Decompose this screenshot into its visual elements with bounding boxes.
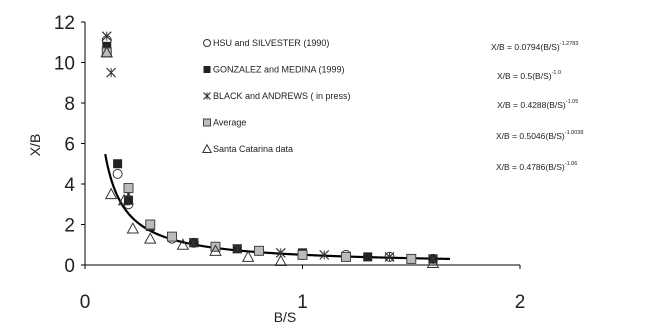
- x-tick-label: 0: [80, 292, 91, 313]
- data-point: [104, 187, 118, 200]
- fit-line: [104, 153, 450, 261]
- legend-label: HSU and SILVESTER (1990): [213, 38, 329, 48]
- data-points: [100, 31, 440, 268]
- legend-marker: [203, 66, 211, 73]
- data-point: [101, 31, 112, 42]
- data-point: [176, 238, 190, 250]
- fit-curve: [104, 153, 450, 261]
- data-point: [106, 67, 117, 78]
- x-tick-label: 2: [515, 292, 526, 313]
- data-point: [188, 237, 199, 248]
- legend-label: BLACK and ANDREWS ( in press): [213, 91, 351, 101]
- data-point: [112, 168, 123, 179]
- data-point: [406, 253, 417, 264]
- y-tick-label: 0: [64, 256, 75, 277]
- y-axis-label: X/B: [27, 134, 43, 157]
- legend-marker: [203, 39, 211, 47]
- data-point: [144, 232, 157, 244]
- data-point: [428, 254, 438, 264]
- data-point: [384, 251, 395, 262]
- axes: [81, 21, 521, 269]
- data-point: [274, 254, 287, 266]
- equation-label: X/B = 0.0794(B/S)-1.2783: [491, 41, 578, 52]
- equations: X/B = 0.0794(B/S)-1.2783 X/B = 0.5(B/S)-1…: [491, 41, 583, 172]
- legend-marker: [203, 92, 211, 100]
- legend-marker: [201, 143, 213, 153]
- data-point: [126, 222, 140, 234]
- data-point: [297, 249, 308, 260]
- data-point: [254, 245, 264, 256]
- data-point: [209, 244, 222, 256]
- legend-label: Santa Catarina data: [213, 144, 293, 154]
- data-point: [341, 251, 351, 262]
- equation-label: X/B = 0.5(B/S)-1.0: [497, 70, 561, 81]
- data-point: [124, 195, 133, 205]
- data-point: [426, 256, 440, 268]
- data-point: [232, 243, 243, 254]
- y-tick-label: 8: [64, 94, 75, 115]
- legend-label: Average: [213, 118, 246, 128]
- data-point: [117, 193, 131, 206]
- equation-label: X/B = 0.5046(B/S)-1.0038: [496, 130, 583, 141]
- y-tick-label: 2: [64, 216, 75, 237]
- data-point: [319, 249, 330, 260]
- data-point: [123, 183, 134, 194]
- data-point: [100, 45, 113, 58]
- y-tick-label: 4: [64, 175, 75, 196]
- data-point: [167, 231, 177, 242]
- legend-label: GONZALEZ and MEDINA (1999): [213, 65, 345, 75]
- y-tick-label: 12: [54, 13, 75, 34]
- data-point: [241, 250, 255, 262]
- equation-label: X/B = 0.4786(B/S)-1.06: [496, 161, 577, 172]
- data-point: [145, 219, 156, 230]
- x-axis-label: B/S: [274, 309, 297, 325]
- equation-label: X/B = 0.4288(B/S)-1.05: [497, 99, 578, 110]
- y-tick-label: 10: [54, 54, 75, 75]
- data-point: [113, 159, 123, 169]
- x-tick-label: 1: [297, 292, 308, 313]
- y-tick-label: 6: [64, 135, 75, 156]
- data-point: [363, 252, 373, 262]
- data-point: [210, 241, 221, 252]
- legend: HSU and SILVESTER (1990) GONZALEZ and MED…: [201, 38, 351, 154]
- legend-marker: [203, 118, 211, 127]
